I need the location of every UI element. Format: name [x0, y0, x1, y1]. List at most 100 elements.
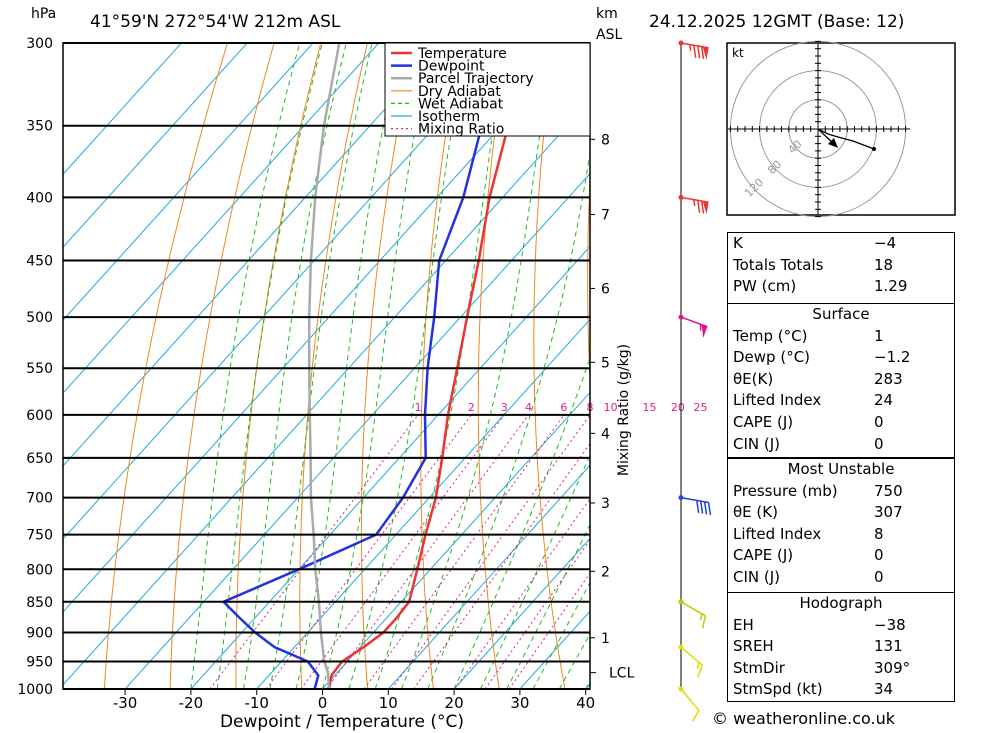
wind-barb-flag [697, 664, 704, 678]
series-line-temperature [327, 43, 538, 689]
km-tick-label: 2 [601, 564, 610, 580]
legend-entry: Parcel Trajectory [418, 71, 534, 87]
index-value: −4 [874, 234, 897, 252]
wind-barb-flag [701, 615, 706, 629]
mixing-ratio-line [265, 414, 472, 689]
wind-barb-flag [703, 501, 708, 515]
mixing-ratio-label: 15 [642, 401, 656, 414]
surface-label: Lifted Index [733, 391, 822, 410]
wind-barb-flag [700, 200, 705, 214]
series-line-dewpoint [222, 43, 512, 689]
mixing-ratio-line [326, 414, 529, 689]
pressure-tick-label: 300 [26, 36, 53, 52]
isotherm-line [453, 537, 590, 689]
mu-row: Pressure (mb) 750 [728, 481, 954, 503]
mu-row: Lifted Index 8 [728, 524, 954, 546]
wind-barb-flag [691, 710, 700, 722]
isotherm-line [124, 172, 590, 689]
pressure-tick-label: 1000 [17, 682, 53, 698]
wind-barb [678, 40, 709, 60]
km-tick-label: 8 [601, 132, 610, 148]
surface-row: Dewp (°C) −1.2 [728, 347, 954, 369]
mu-label: CAPE (J) [733, 546, 794, 565]
mixing-ratio-line [454, 497, 590, 689]
pressure-tick-label: 950 [26, 654, 53, 670]
wet-adiabat-line [269, 43, 373, 689]
mixing-ratio-line [209, 414, 419, 689]
surface-value: 1 [874, 326, 884, 345]
hodo-value: 34 [874, 680, 894, 699]
isotherm-line [63, 43, 182, 176]
wind-barb-flag [707, 502, 712, 516]
wind-barb-flag [693, 45, 697, 58]
mixing-ratio-label: 2 [468, 401, 475, 414]
wet-adiabat-line [532, 581, 590, 689]
wind-barb-staff [680, 646, 703, 666]
hpa-unit-label: hPa [31, 6, 56, 22]
wind-barb [678, 599, 706, 629]
x-tick-label: -30 [113, 694, 138, 712]
dry-adiabat-line [974, 43, 1000, 689]
lcl-label: LCL [609, 666, 635, 682]
hodograph-end-dot [872, 147, 876, 151]
km-unit-label: km [596, 6, 618, 22]
surface-row: CAPE (J) 0 [728, 412, 954, 434]
km-tick-label: 7 [601, 208, 610, 224]
mu-row: θE (K) 307 [728, 502, 954, 524]
most-unstable-title: Most Unstable [787, 460, 895, 478]
hodograph-trace [817, 128, 875, 150]
surface-value: 283 [874, 369, 903, 388]
index-value: 1.29 [874, 277, 908, 296]
x-tick-label: 20 [445, 694, 464, 712]
mixing-ratio-label: 20 [671, 401, 685, 414]
isotherm-line [63, 43, 577, 613]
isotherm-line [190, 245, 590, 689]
isotherm-line [63, 43, 314, 321]
mu-row: CIN (J) 0 [728, 567, 954, 589]
wind-barb-pennant [701, 324, 708, 338]
surface-value: 0 [874, 434, 884, 453]
x-tick-label: 10 [379, 694, 398, 712]
mixing-ratio-label: 10 [604, 401, 618, 414]
isotherm-line [63, 43, 248, 248]
wind-barb-flag [696, 500, 700, 514]
surface-value: −1.2 [874, 348, 911, 367]
storm-motion-vector [817, 128, 834, 144]
dry-adiabat-line [360, 43, 415, 689]
mu-label: Pressure (mb) [733, 481, 838, 500]
wind-barb [678, 314, 708, 338]
pressure-tick-label: 650 [26, 451, 53, 467]
wet-adiabat-line [506, 523, 590, 689]
legend-entry: Dry Adiabat [418, 84, 501, 100]
dry-adiabat-line [587, 169, 590, 390]
wind-barb-staff [680, 601, 706, 617]
index-label: Totals Totals [733, 255, 824, 274]
pressure-tick-label: 500 [26, 310, 53, 326]
wind-barb-staff [680, 196, 709, 203]
x-tick-label: 40 [576, 694, 595, 712]
mu-value: 307 [874, 503, 903, 522]
legend-entry: Temperature [417, 46, 507, 62]
wind-barb [678, 495, 712, 516]
mixing-ratio-axis-label: Mixing Ratio (g/kg) [616, 344, 632, 476]
wind-barb-staff [680, 688, 700, 711]
x-tick-label: 30 [510, 694, 529, 712]
isotherm-line [63, 43, 511, 540]
wind-barb [678, 194, 709, 215]
mu-row: CAPE (J) 0 [728, 545, 954, 567]
isotherm-line [63, 99, 590, 686]
mixing-ratio-line [363, 414, 565, 689]
mixing-ratio-label: 3 [501, 401, 508, 414]
pressure-tick-label: 450 [26, 254, 53, 270]
pressure-tick-label: 550 [26, 361, 53, 377]
hodograph-table: Hodograph EH −38 SREH 131 StmDir 309° StmSp… [727, 592, 955, 702]
most-unstable-table: Most Unstable Pressure (mb) 750 θE (K) 307… [727, 458, 955, 593]
mu-label: Lifted Index [733, 524, 822, 543]
legend-box [384, 42, 591, 137]
wet-adiabat-line [427, 150, 590, 689]
datetime-title: 24.12.2025 12GMT (Base: 12) [649, 12, 904, 32]
isotherm-line [322, 391, 590, 689]
index-label: K [733, 234, 743, 252]
surface-label: CAPE (J) [733, 412, 794, 431]
